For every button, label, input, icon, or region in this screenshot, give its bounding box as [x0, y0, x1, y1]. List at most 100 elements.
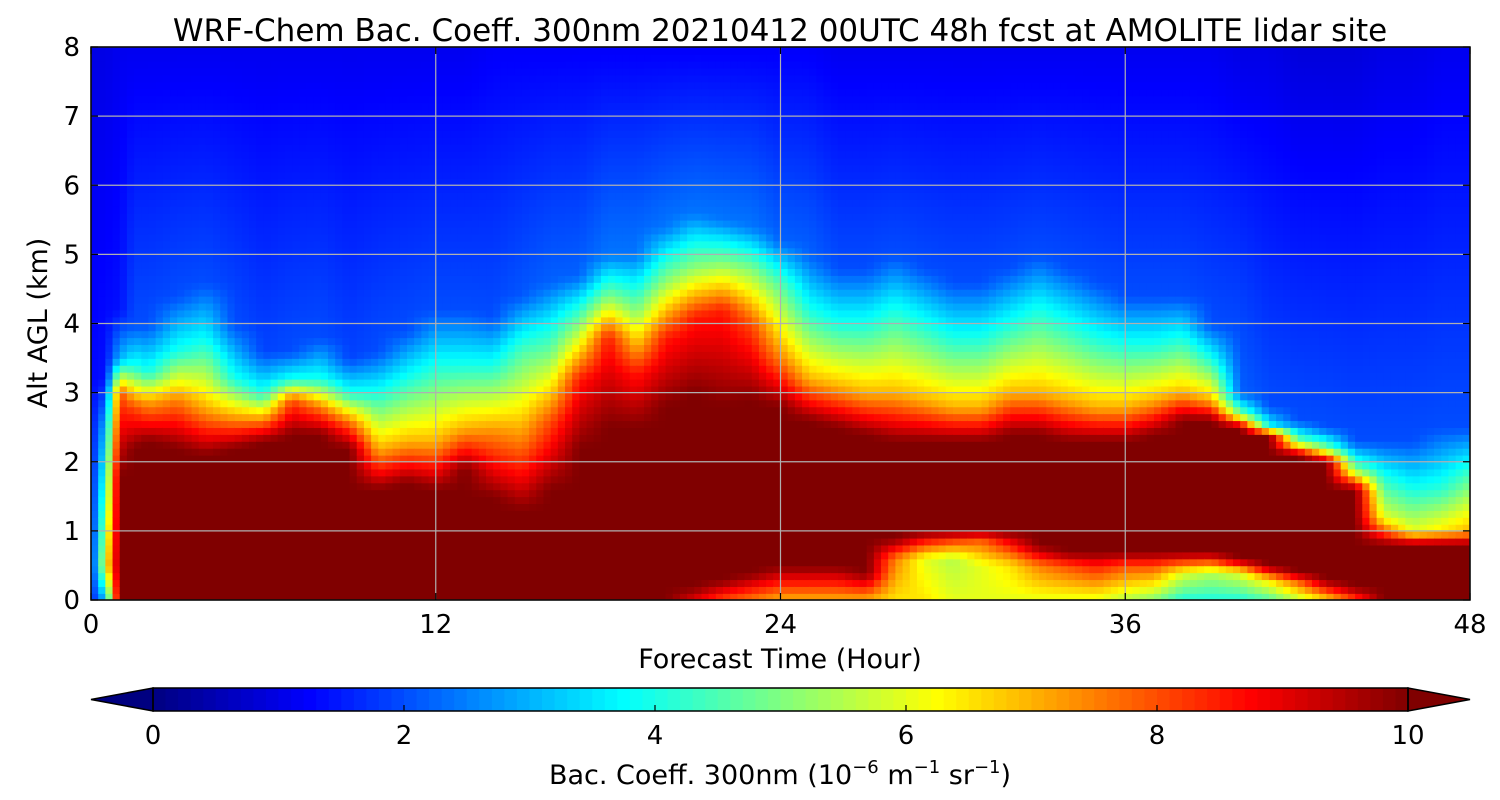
field-cell [126, 454, 135, 463]
field-cell [457, 53, 466, 62]
field-cell [119, 136, 128, 145]
field-cell [421, 192, 430, 200]
field-cell [134, 344, 143, 352]
field-cell [306, 572, 315, 581]
field-cell [191, 434, 200, 442]
field-cell [292, 157, 301, 166]
field-cell [385, 579, 394, 587]
field-cell [205, 226, 214, 235]
field-cell [371, 288, 380, 297]
field-cell [234, 275, 243, 283]
field-cell [263, 95, 272, 104]
field-cell [170, 454, 178, 463]
field-cell [191, 378, 200, 387]
field-cell [249, 164, 257, 173]
field-cell [284, 413, 293, 422]
field-cell [256, 268, 265, 276]
field-cell [421, 420, 430, 428]
field-cell [442, 261, 451, 269]
field-cell [328, 288, 336, 297]
field-cell [486, 309, 495, 318]
field-cell [198, 523, 207, 532]
field-cell [91, 544, 99, 553]
field-cell [292, 129, 301, 138]
field-cell [514, 143, 523, 152]
field-cell [356, 116, 365, 124]
field-cell [320, 240, 329, 249]
field-cell [220, 364, 229, 373]
field-cell [162, 282, 171, 290]
field-cell [205, 309, 214, 318]
field-cell [241, 95, 250, 104]
field-cell [328, 482, 336, 491]
field-cell [356, 530, 365, 539]
field-cell [320, 309, 329, 318]
field-cell [263, 406, 272, 415]
field-cell [342, 565, 351, 574]
field-cell [392, 503, 401, 511]
field-cell [170, 475, 178, 484]
field-cell [335, 67, 344, 76]
field-cell [112, 323, 121, 332]
field-cell [205, 247, 214, 256]
field-cell [227, 441, 236, 449]
field-cell [191, 510, 200, 518]
field-cell [464, 226, 473, 235]
field-cell [198, 441, 207, 449]
field-cell [148, 454, 157, 463]
field-cell [478, 102, 487, 111]
field-cell [98, 233, 107, 242]
field-cell [292, 123, 301, 131]
field-cell [98, 551, 107, 560]
field-cell [220, 95, 229, 104]
field-cell [191, 109, 200, 117]
field-cell [486, 337, 495, 346]
field-cell [105, 295, 114, 304]
field-cell [170, 261, 178, 269]
field-cell [263, 586, 272, 594]
field-cell [507, 441, 516, 449]
field-cell [363, 468, 372, 477]
field-cell [91, 88, 99, 97]
field-cell [349, 351, 358, 359]
field-cell [435, 129, 444, 138]
field-cell [105, 420, 114, 428]
field-cell [299, 116, 308, 124]
field-cell [270, 268, 279, 276]
field-cell [392, 205, 401, 214]
field-cell [507, 344, 516, 352]
field-cell [191, 316, 200, 325]
field-cell [191, 392, 200, 401]
field-cell [371, 323, 380, 332]
field-cell [205, 482, 214, 491]
field-cell [471, 47, 480, 55]
field-cell [155, 579, 164, 587]
field-cell [464, 371, 473, 380]
field-cell [162, 81, 171, 90]
field-cell [98, 185, 107, 193]
field-cell [91, 364, 99, 373]
field-cell [299, 385, 308, 394]
field-cell [249, 178, 257, 187]
field-cell [378, 233, 387, 242]
field-cell [399, 510, 408, 518]
field-cell [256, 447, 265, 456]
field-cell [284, 434, 293, 442]
field-cell [371, 364, 380, 373]
field-cell [414, 385, 423, 394]
field-cell [500, 233, 509, 242]
field-cell [249, 579, 257, 587]
field-cell [155, 399, 164, 408]
field-cell [177, 351, 186, 359]
field-cell [205, 88, 214, 97]
field-cell [421, 510, 430, 518]
field-cell [263, 496, 272, 505]
field-cell [442, 586, 451, 594]
field-cell [371, 150, 380, 159]
field-cell [407, 275, 415, 283]
field-cell [421, 489, 430, 498]
field-cell [134, 261, 143, 269]
field-cell [442, 593, 451, 600]
field-cell [407, 102, 415, 111]
field-cell [320, 143, 329, 152]
